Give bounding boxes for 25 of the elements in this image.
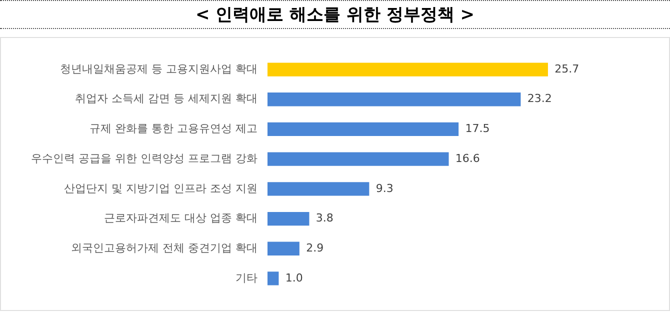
y-tick-label: 규제 완화를 통한 고용유연성 제고 [89,122,258,136]
data-label: 9.3 [376,182,394,195]
bar [267,62,548,76]
y-tick-label: 근로자파견제도 대상 업종 확대 [104,212,258,225]
y-tick-label: 산업단지 및 지방기업 인프라 조성 지원 [64,182,258,195]
y-tick-label: 기타 [235,271,258,284]
y-tick-label: 외국인고용허가제 전체 중견기업 확대 [70,241,258,254]
bar [267,92,521,106]
data-label: 23.2 [527,92,552,106]
bar [267,152,449,166]
data-label: 3.8 [316,212,334,225]
bar [267,272,279,286]
bar [267,182,370,196]
y-tick-label: 취업자 소득세 감면 등 세제지원 확대 [75,92,258,106]
bar [267,122,459,136]
data-label: 17.5 [465,122,490,136]
y-tick-label: 청년내일채움공제 등 고용지원사업 확대 [60,62,258,76]
data-label: 2.9 [306,241,324,254]
bar [267,212,310,226]
bar [267,242,300,256]
data-label: 25.7 [554,62,580,76]
y-tick-label: 우수인력 공급을 위한 인력양성 프로그램 강화 [31,152,258,165]
data-label: 1.0 [285,271,303,284]
chart-title: < 인력애로 해소를 위한 정부정책 > [0,0,670,29]
data-label: 16.6 [455,152,480,165]
